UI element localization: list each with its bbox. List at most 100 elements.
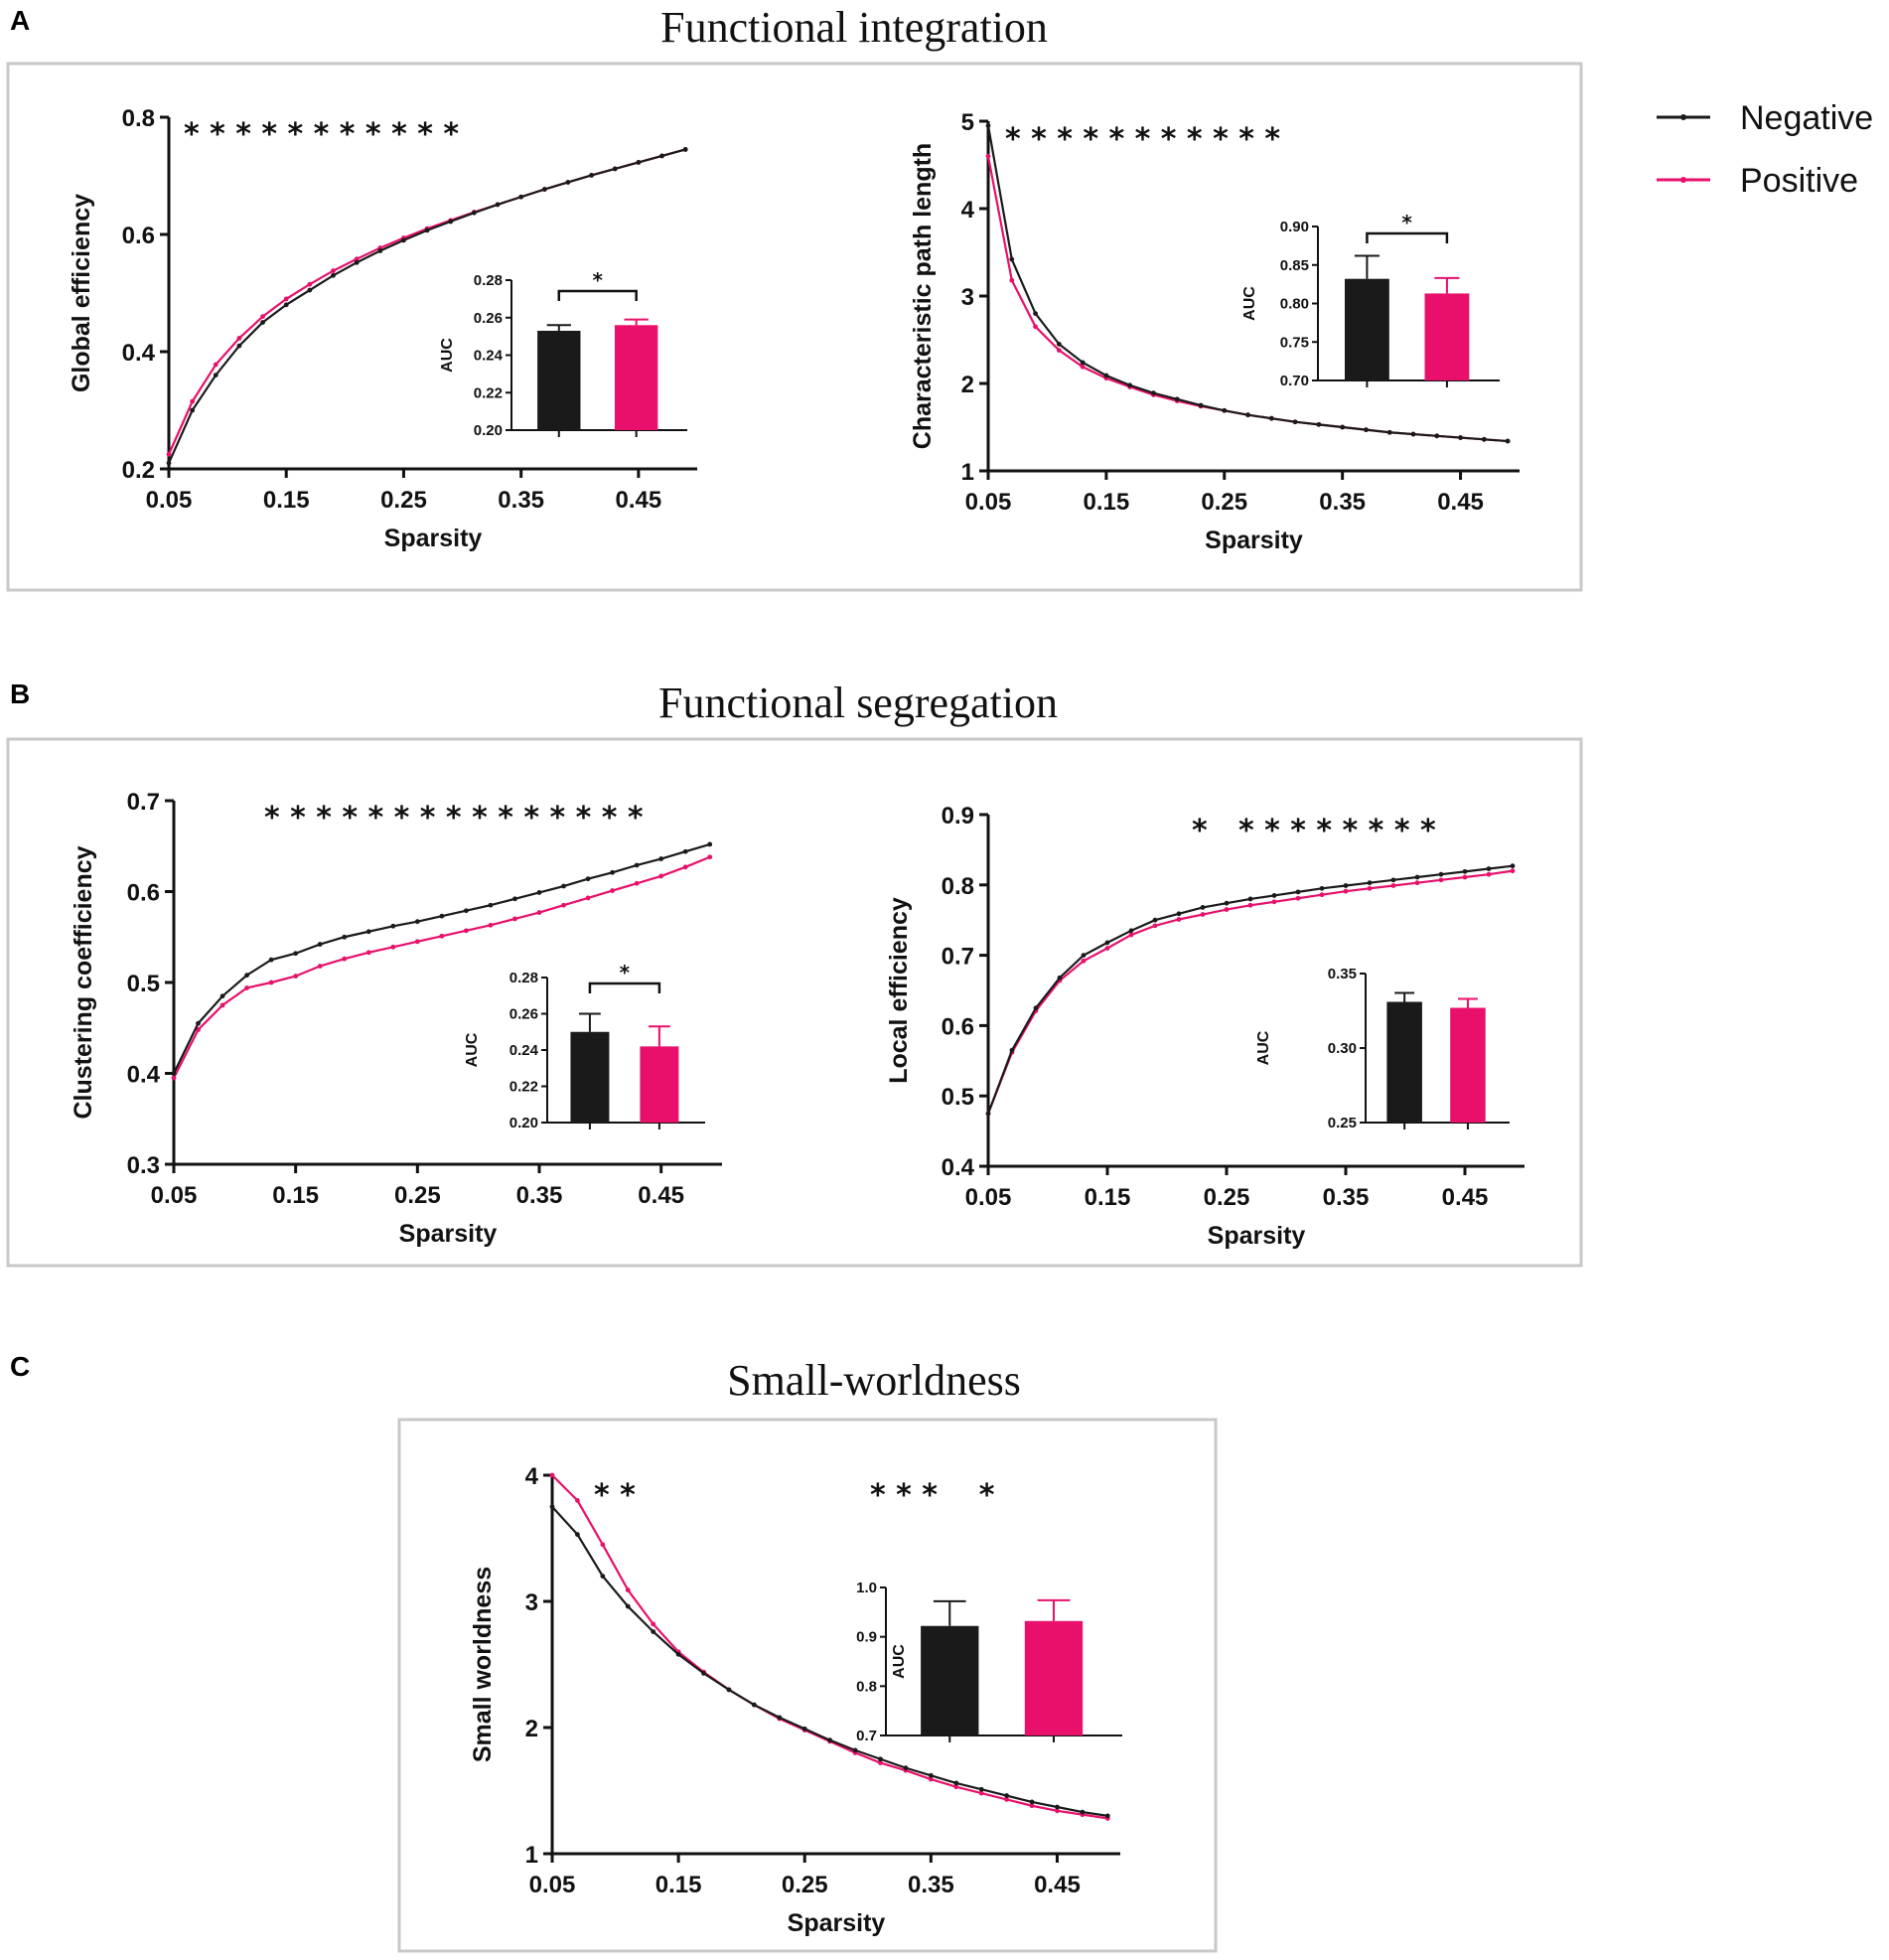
chart-clustering-coefficiency: 0.05 0.15 0.25 0.35 0.45 0.3 0.4 0.5 0.6 0.7 Spars… (70, 789, 722, 1248)
data-point-negative (448, 219, 454, 225)
data-point-positive (1486, 871, 1492, 877)
y-tick-label: 4 (525, 1463, 539, 1490)
inset-y-tick-label: 0.85 (1280, 257, 1309, 274)
x-tick-label: 0.05 (151, 1182, 198, 1209)
data-point-negative (1056, 342, 1062, 347)
data-point-positive (682, 864, 688, 870)
panel-frame-b (6, 737, 1583, 1268)
data-point-positive (978, 1790, 984, 1796)
auc-bar-positive (1024, 1620, 1084, 1735)
data-point-negative (293, 951, 299, 957)
data-point-negative (495, 202, 501, 208)
data-point-negative (1343, 883, 1349, 888)
x-tick-label: 0.25 (380, 487, 427, 514)
y-tick-label: 1 (525, 1842, 538, 1869)
auc-bar-positive (1424, 293, 1470, 380)
x-axis-label: Sparsity (384, 525, 483, 552)
data-point-positive (1004, 1796, 1009, 1802)
data-point-negative (1486, 866, 1492, 871)
series-line-positive (167, 148, 686, 455)
data-point-negative (1103, 373, 1109, 378)
data-point-positive (342, 956, 348, 962)
data-point-positive (1343, 888, 1349, 894)
data-point-negative (244, 973, 250, 979)
data-point-positive (283, 296, 289, 302)
data-point-positive (1510, 868, 1516, 874)
data-point-positive (512, 916, 517, 922)
inset-y-tick-label: 0.80 (1280, 296, 1309, 313)
x-tick-label: 0.15 (1085, 1184, 1131, 1211)
data-point-positive (464, 928, 469, 934)
y-tick-label: 0.5 (127, 971, 160, 997)
data-point-negative (1081, 953, 1087, 958)
x-tick-label: 0.05 (965, 1184, 1012, 1211)
data-point-positive (1438, 877, 1444, 883)
y-tick-label: 0.2 (122, 457, 155, 484)
inset-y-tick-label: 0.24 (509, 1042, 539, 1059)
x-tick-label: 0.05 (965, 489, 1012, 516)
inset-y-axis-label: AUC (439, 338, 456, 373)
data-point-negative (1152, 917, 1158, 923)
data-point-positive (707, 854, 713, 860)
data-point-negative (985, 1111, 991, 1117)
y-tick-label: 0.7 (942, 944, 974, 971)
data-point-negative (1247, 896, 1253, 902)
data-point-negative (424, 227, 430, 233)
data-point-negative (1104, 940, 1110, 946)
data-point-negative (726, 1687, 732, 1693)
data-point-negative (1458, 435, 1463, 440)
inset-auc-bar-chart: 0.25 0.30 0.35 AUC (1255, 966, 1510, 1131)
legend-label-positive: Positive (1740, 162, 1858, 200)
data-point-positive (536, 910, 542, 915)
auc-bar-negative (570, 1031, 610, 1123)
section-title-b: Functional segregation (658, 678, 1058, 727)
data-point-positive (878, 1760, 883, 1765)
auc-bar-negative (1344, 278, 1389, 380)
data-point-negative (1127, 382, 1133, 388)
data-point-negative (268, 957, 274, 963)
y-tick-label: 0.9 (942, 803, 974, 829)
data-point-negative (878, 1756, 883, 1762)
data-point-negative (331, 272, 336, 278)
data-point-negative (1386, 429, 1392, 435)
data-point-negative (1364, 427, 1369, 433)
inset-y-tick-label: 0.20 (509, 1115, 538, 1131)
inset-y-tick-label: 0.30 (1328, 1040, 1357, 1057)
y-tick-label: 0.8 (122, 105, 155, 132)
data-point-positive (236, 336, 242, 341)
data-point-negative (512, 896, 517, 902)
significance-marker: * (620, 961, 631, 984)
data-point-positive (1029, 1803, 1035, 1809)
data-point-positive (625, 1587, 631, 1592)
inset-y-tick-label: 0.8 (856, 1678, 877, 1695)
data-point-positive (213, 362, 218, 368)
legend: Negative Positive (1657, 99, 1873, 200)
data-point-negative (565, 180, 571, 185)
y-axis-label: Local efficiency (885, 897, 913, 1084)
y-axis-label: Clustering coefficiency (70, 845, 97, 1119)
data-point-negative (518, 194, 524, 200)
series-line-positive (551, 1474, 1108, 1820)
inset-auc-bar-chart: 0.7 0.8 0.9 1.0 AUC (856, 1580, 1122, 1744)
data-point-positive (1247, 902, 1253, 908)
y-tick-label: 0.6 (122, 223, 155, 249)
data-point-positive (575, 1498, 580, 1503)
significance-stars: * * * * * * * * * * * * * * * (264, 801, 644, 835)
significance-stars-2: * * * * (870, 1478, 995, 1513)
data-point-positive (651, 1621, 656, 1627)
data-point-negative (1271, 893, 1277, 898)
y-tick-label: 3 (525, 1589, 538, 1616)
data-point-positive (1033, 324, 1038, 330)
y-axis-label: Characteristic path length (909, 143, 937, 449)
data-point-negative (659, 153, 664, 159)
significance-bracket (588, 981, 661, 993)
data-point-negative (1080, 1809, 1086, 1815)
data-point-negative (1128, 928, 1134, 934)
data-point-positive (1056, 348, 1062, 353)
inset-y-tick-label: 0.22 (474, 384, 503, 401)
y-tick-label: 0.7 (127, 789, 160, 816)
data-point-negative (1292, 419, 1298, 425)
inset-y-tick-label: 0.25 (1328, 1115, 1357, 1131)
data-point-negative (1029, 1799, 1035, 1805)
y-tick-label: 1 (961, 459, 974, 486)
